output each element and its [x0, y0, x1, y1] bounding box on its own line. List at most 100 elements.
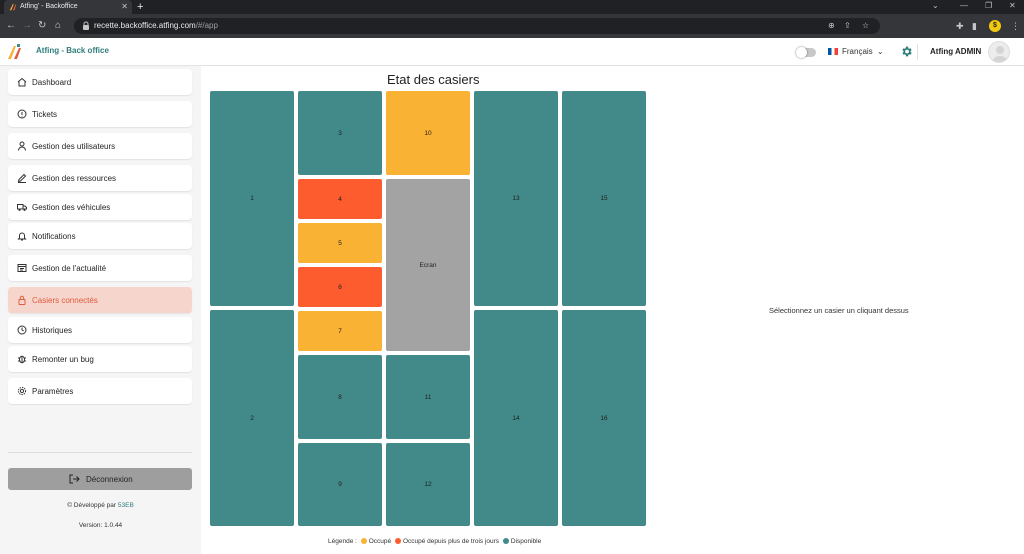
sidebar-item-users[interactable]: Gestion des utilisateurs — [8, 133, 192, 159]
locker-12[interactable]: 12 — [386, 443, 470, 526]
sidebar-item-report-bug[interactable]: Remonter un bug — [8, 346, 192, 372]
locker-label: Ecran — [419, 261, 437, 269]
locker-14[interactable]: 14 — [474, 310, 558, 526]
locker-label: 2 — [250, 414, 254, 422]
locker-label: 11 — [424, 393, 432, 401]
locker-label: 15 — [600, 195, 608, 202]
locker-label: 3 — [338, 129, 342, 137]
pencil-icon — [17, 173, 27, 183]
home-icon — [17, 77, 27, 87]
install-app-icon[interactable]: ⊕ — [828, 21, 835, 30]
chevron-down-icon: ⌄ — [876, 47, 884, 56]
sidebar-item-label: Gestion de l'actualité — [32, 264, 107, 273]
developer-link[interactable]: 53EB — [117, 502, 134, 509]
tab-title: Atfing' - Backoffice — [20, 3, 78, 10]
extensions-icon[interactable]: ✚ — [956, 21, 964, 31]
locker-5[interactable]: 5 — [298, 223, 382, 263]
selection-placeholder: Sélectionnez un casier un cliquant dessu… — [769, 306, 909, 315]
sidebar-item-vehicles[interactable]: Gestion des véhicules — [8, 194, 192, 220]
sidebar-item-settings[interactable]: Paramètres — [8, 378, 192, 404]
logout-button[interactable]: Déconnexion — [8, 468, 192, 490]
legend-occupied-label: Occupé — [368, 538, 392, 545]
locker-1[interactable]: 1 — [210, 91, 294, 306]
info-icon — [17, 109, 27, 119]
locker-16[interactable]: 16 — [562, 310, 646, 526]
sidebar-item-label: Historiques — [32, 326, 73, 335]
locker-screen: Ecran — [386, 179, 470, 351]
home-browser-icon[interactable]: ⌂ — [55, 20, 62, 31]
bug-icon — [18, 355, 26, 364]
app-root: Atfing - Back office Français ⌄ Atfing A… — [0, 38, 1024, 554]
bookmark-star-icon[interactable]: ☆ — [862, 21, 870, 30]
sidebar-item-label: Paramètres — [32, 387, 74, 396]
legend: Légende : Occupé Occupé depuis plus de t… — [328, 538, 541, 545]
app-version: Version: 1.0.44 — [78, 522, 123, 529]
address-bar[interactable]: recette.backoffice.atfing.com/#/app ⊕ ⇪ … — [74, 18, 880, 34]
gear-icon[interactable] — [900, 45, 913, 58]
sidebar-item-history[interactable]: Historiques — [8, 317, 192, 343]
minimize-icon[interactable]: — — [960, 1, 968, 10]
side-panel-icon[interactable]: ▮ — [972, 21, 977, 31]
sidebar-item-label: Dashboard — [32, 78, 72, 87]
header-divider — [917, 44, 918, 60]
truck-icon — [17, 204, 27, 211]
language-selector[interactable]: Français ⌄ — [828, 47, 884, 56]
sidebar-item-label: Casiers connectés — [32, 296, 98, 305]
locker-4[interactable]: 4 — [298, 179, 382, 219]
locker-7[interactable]: 7 — [298, 311, 382, 351]
sidebar-item-label: Gestion des véhicules — [32, 203, 111, 212]
legend-prefix: Légende : — [328, 538, 357, 545]
window-close-icon[interactable]: ✕ — [1009, 1, 1016, 10]
locker-label: 13 — [512, 195, 520, 202]
reload-icon[interactable]: ↻ — [38, 20, 47, 31]
user-avatar-icon — [992, 46, 1008, 62]
tab-close-icon[interactable]: ✕ — [121, 2, 128, 11]
sidebar-item-label: Gestion des utilisateurs — [32, 142, 116, 151]
locker-8[interactable]: 8 — [298, 355, 382, 439]
locker-11[interactable]: 11 — [386, 355, 470, 439]
locker-label: 9 — [338, 481, 342, 488]
browser-menu-icon[interactable]: ⋮ — [1011, 21, 1020, 31]
locker-label: 14 — [512, 414, 520, 422]
avatar[interactable] — [988, 41, 1010, 63]
locker-label: 10 — [424, 129, 432, 137]
legend-available-swatch — [502, 538, 509, 544]
locker-13[interactable]: 13 — [474, 91, 558, 306]
locker-label: 12 — [424, 481, 432, 488]
atfing-logo-icon[interactable] — [7, 44, 23, 60]
url-host: recette.backoffice.atfing.com — [94, 21, 196, 30]
sidebar-item-connected-lockers[interactable]: Casiers connectés — [8, 287, 192, 313]
sidebar-item-label: Gestion des ressources — [32, 174, 117, 183]
locker-label: 5 — [338, 239, 342, 247]
browser-toolbar: ← → ↻ ⌂ recette.backoffice.atfing.com/#/… — [0, 14, 1024, 38]
sidebar-item-tickets[interactable]: Tickets — [8, 101, 192, 127]
url-path: /#/app — [195, 21, 218, 30]
legend-occupied-swatch — [360, 538, 367, 544]
locker-label: 16 — [600, 414, 608, 422]
sidebar-item-notifications[interactable]: Notifications — [8, 223, 192, 249]
sidebar-item-news[interactable]: Gestion de l'actualité — [8, 255, 192, 281]
chevron-down-icon[interactable]: ⌄ — [932, 1, 939, 10]
legend-occupied-3days-swatch — [394, 538, 401, 544]
browser-profile-icon[interactable]: $ — [989, 20, 1001, 32]
sidebar-item-dashboard[interactable]: Dashboard — [8, 69, 192, 95]
locker-2[interactable]: 2 — [210, 310, 294, 526]
forward-arrow-icon[interactable]: → — [22, 20, 32, 31]
share-icon[interactable]: ⇪ — [844, 21, 851, 30]
sidebar-item-resources[interactable]: Gestion des ressources — [8, 165, 192, 191]
locker-10[interactable]: 10 — [386, 91, 470, 175]
restore-icon[interactable]: ❐ — [985, 1, 993, 10]
main-content: Etat des casiers 1 2 3 4 5 6 7 8 9 10 Ecran 11 12 13 1… — [201, 66, 1024, 554]
lock-icon — [83, 21, 89, 30]
locker-15[interactable]: 15 — [562, 91, 646, 306]
browser-tab[interactable]: Atfing' - Backoffice ✕ — [4, 0, 132, 14]
back-arrow-icon[interactable]: ← — [6, 20, 16, 31]
locker-6[interactable]: 6 — [298, 267, 382, 307]
locker-9[interactable]: 9 — [298, 443, 382, 526]
logout-icon — [69, 474, 80, 484]
theme-toggle[interactable] — [796, 47, 816, 58]
locker-grid: 1 2 3 4 5 6 7 8 9 10 Ecran 11 12 13 14 15 16 — [210, 91, 646, 526]
locker-3[interactable]: 3 — [298, 91, 382, 175]
locker-label: 7 — [338, 327, 342, 335]
new-tab-icon[interactable]: + — [137, 1, 144, 13]
